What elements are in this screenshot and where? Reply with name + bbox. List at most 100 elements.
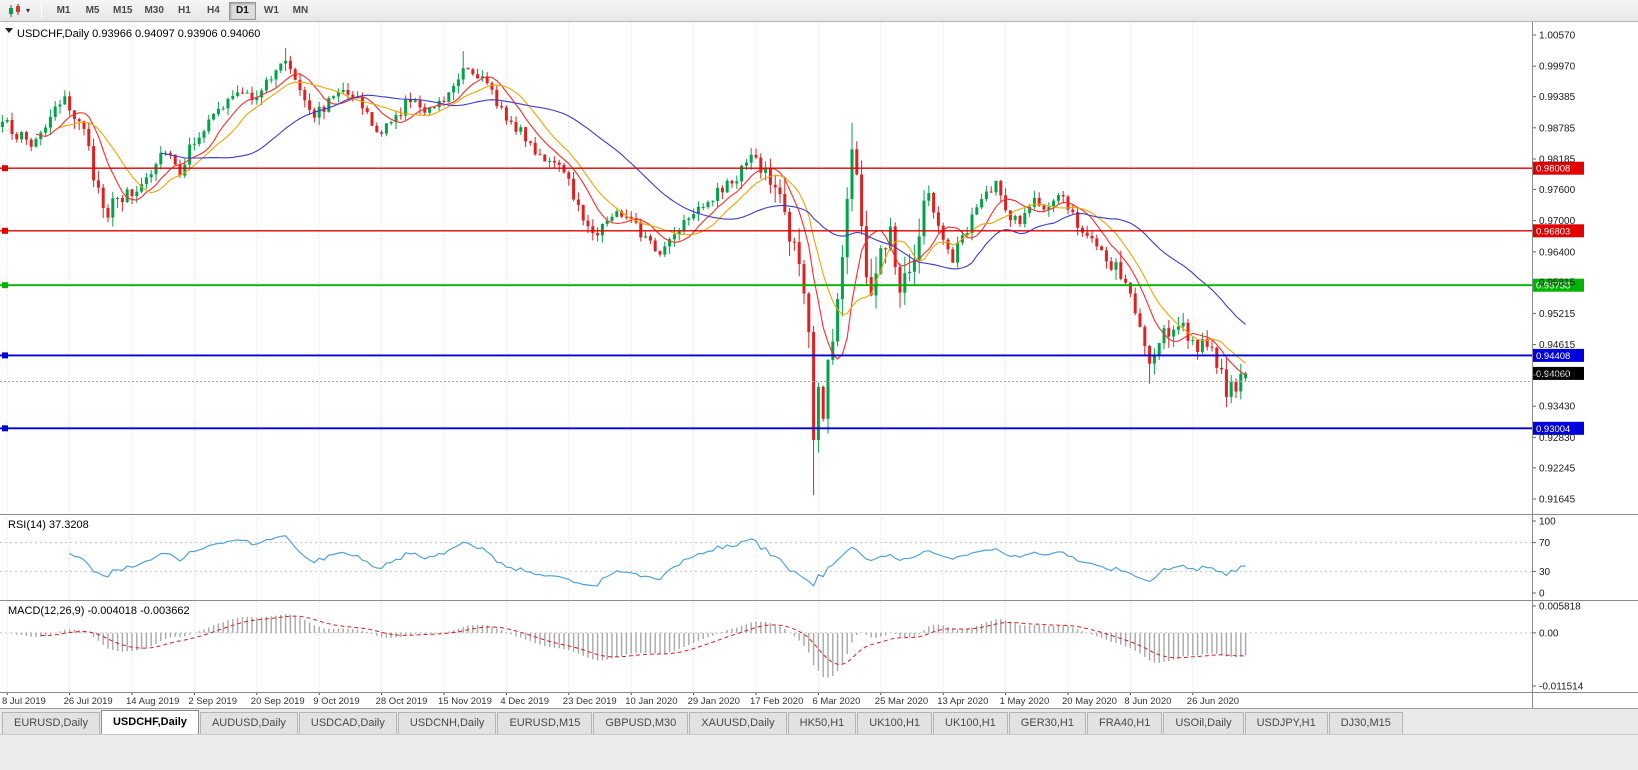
price-axis-tick: 0.97600 [1539, 185, 1576, 196]
timeframe-button-m1[interactable]: M1 [50, 2, 77, 20]
hline-handle[interactable] [2, 425, 8, 432]
price-level-badge [1532, 421, 1584, 435]
chart-tabs-bar: EURUSD,Daily USDCHF,Daily AUDUSD,Daily USDC… [0, 708, 1638, 734]
price-axis-tick: 0.99970 [1539, 62, 1576, 73]
time-axis-label: 28 Oct 2019 [376, 696, 428, 707]
time-axis-label: 26 Jul 2019 [64, 696, 113, 707]
timeframe-button-h1[interactable]: H1 [171, 2, 198, 20]
tab-usdcad-daily[interactable]: USDCAD,Daily [298, 712, 397, 734]
axis-layer: 8 Jul 2019 26 Jul 2019 14 Aug 2019 2 Sep 20… [0, 22, 1638, 708]
time-axis-label: 20 May 2020 [1062, 696, 1117, 707]
candlestick-chart-icon [9, 3, 20, 17]
tab-dj30-m15[interactable]: DJ30,M15 [1328, 712, 1403, 734]
timeframe-toolbar: ▾ M1 M5 M15 M30 H1 H4 D1 W1 MN [0, 0, 1638, 22]
current-price-badge-text: 0.94060 [1536, 369, 1570, 380]
chart-title-ohlc: USDCHF,Daily 0.93966 0.94097 0.93906 0.9… [17, 28, 260, 40]
time-axis-label: 29 Jan 2020 [688, 696, 740, 707]
levels-layer [0, 165, 1532, 432]
hline-handle[interactable] [2, 227, 8, 234]
time-axis-label: 23 Dec 2019 [563, 696, 617, 707]
tab-uk100-h1[interactable]: UK100,H1 [933, 712, 1008, 734]
tab-gbpusd-m30[interactable]: GBPUSD,M30 [593, 712, 689, 734]
price-axis-tick: 0.94030 [1539, 371, 1576, 382]
timeframe-button-mn[interactable]: MN [287, 2, 314, 20]
macd-axis-tick: 0.00 [1539, 628, 1559, 639]
price-level-badge-text: 0.98008 [1536, 164, 1570, 175]
grid-layer [6, 22, 1194, 692]
price-axis-tick: 0.94615 [1539, 340, 1576, 351]
price-axis-tick: 0.93430 [1539, 402, 1576, 413]
price-level-badge [1532, 348, 1584, 362]
time-axis-label: 8 Jul 2019 [2, 696, 46, 707]
hline-handle[interactable] [2, 352, 8, 359]
price-level-badge [1532, 161, 1584, 175]
tab-xauusd-daily[interactable]: XAUUSD,Daily [689, 712, 787, 734]
price-axis-tick: 0.98185 [1539, 155, 1576, 166]
price-axis-tick: 0.92830 [1539, 433, 1576, 444]
timeframe-button-m30[interactable]: M30 [139, 2, 168, 20]
tab-fra40-h1[interactable]: FRA40,H1 [1087, 712, 1163, 734]
time-axis-label: 15 Nov 2019 [438, 696, 492, 707]
chart-type-button[interactable]: ▾ [4, 3, 33, 18]
price-level-badge-text: 0.94408 [1536, 351, 1570, 362]
tab-usdchf-daily[interactable]: USDCHF,Daily [100, 710, 199, 734]
price-axis-tick: 0.92245 [1539, 463, 1576, 474]
timeframe-button-d1[interactable]: D1 [228, 1, 256, 20]
tab-usoil-daily[interactable]: USOil,Daily [1163, 712, 1244, 734]
tab-eurusd-m15[interactable]: EURUSD,M15 [497, 712, 593, 734]
toolbar-separator [41, 3, 43, 18]
price-axis-tick: 0.98785 [1539, 123, 1576, 134]
tab-usdcnh-daily[interactable]: USDCNH,Daily [397, 712, 497, 734]
series-layer [0, 48, 1248, 496]
timeframe-button-m15[interactable]: M15 [108, 2, 137, 20]
tab-eurusd-daily[interactable]: EURUSD,Daily [2, 712, 100, 734]
price-level-badge [1532, 224, 1584, 238]
time-axis-label: 9 Oct 2019 [313, 696, 359, 707]
tab-audusd-daily[interactable]: AUDUSD,Daily [199, 712, 298, 734]
price-axis-tick: 0.96400 [1539, 247, 1576, 258]
time-axis-label: 17 Feb 2020 [750, 696, 803, 707]
tab-hk50-h1[interactable]: HK50,H1 [787, 712, 857, 734]
time-axis-label: 14 Aug 2019 [126, 696, 179, 707]
time-axis-label: 10 Jan 2020 [625, 696, 677, 707]
tab-uk100-h1[interactable]: UK100,H1 [857, 712, 933, 734]
price-axis-tick: 0.95215 [1539, 309, 1576, 320]
time-axis-label: 8 Jun 2020 [1124, 696, 1171, 707]
ma-mid-line [59, 81, 1246, 364]
tab-usdjpy-h1[interactable]: USDJPY,H1 [1244, 712, 1328, 734]
collapse-triangle-icon[interactable] [5, 28, 13, 33]
price-level-badge-text: 0.93004 [1536, 424, 1570, 435]
current-price-badge [1532, 366, 1584, 380]
hline-handle[interactable] [2, 282, 8, 289]
time-axis-label: 25 Mar 2020 [875, 696, 928, 707]
rsi-axis-tick: 70 [1539, 538, 1551, 549]
macd-histogram [11, 614, 1247, 678]
timeframe-button-h4[interactable]: H4 [200, 2, 227, 20]
timeframe-button-w1[interactable]: W1 [258, 2, 285, 20]
trading-chart[interactable]: 8 Jul 2019 26 Jul 2019 14 Aug 2019 2 Sep 20… [0, 22, 1638, 708]
macd-label: MACD(12,26,9) -0.004018 -0.003662 [8, 605, 190, 617]
chart-type-dropdown-icon[interactable]: ▾ [26, 5, 31, 15]
price-level-badge-text: 0.95758 [1536, 281, 1570, 292]
bottom-strip [0, 734, 1638, 770]
macd-axis-tick: 0.005818 [1539, 602, 1581, 613]
rsi-axis-tick: 0 [1539, 589, 1545, 600]
rsi-label: RSI(14) 37.3208 [8, 519, 89, 531]
macd-axis-tick: -0.011514 [1539, 682, 1584, 693]
time-axis-label: 1 May 2020 [1000, 696, 1050, 707]
price-axis-tick: 0.95815 [1539, 278, 1576, 289]
rsi-axis-tick: 100 [1539, 517, 1556, 528]
ma-fast-line [35, 73, 1246, 376]
hline-handle[interactable] [2, 165, 8, 172]
tab-ger30-h1[interactable]: GER30,H1 [1008, 712, 1086, 734]
macd-signal-line [40, 615, 1246, 665]
indicators-layer [0, 535, 1532, 678]
time-axis-label: 2 Sep 2019 [188, 696, 237, 707]
time-axis-label: 13 Apr 2020 [937, 696, 988, 707]
price-axis-tick: 0.91645 [1539, 495, 1576, 506]
timeframe-buttons-group: M1 M5 M15 M30 H1 H4 D1 W1 MN [50, 1, 314, 20]
price-level-badge-text: 0.96803 [1536, 226, 1570, 237]
rsi-axis-tick: 30 [1539, 567, 1551, 578]
time-axis-label: 20 Sep 2019 [251, 696, 305, 707]
timeframe-button-m5[interactable]: M5 [79, 2, 106, 20]
